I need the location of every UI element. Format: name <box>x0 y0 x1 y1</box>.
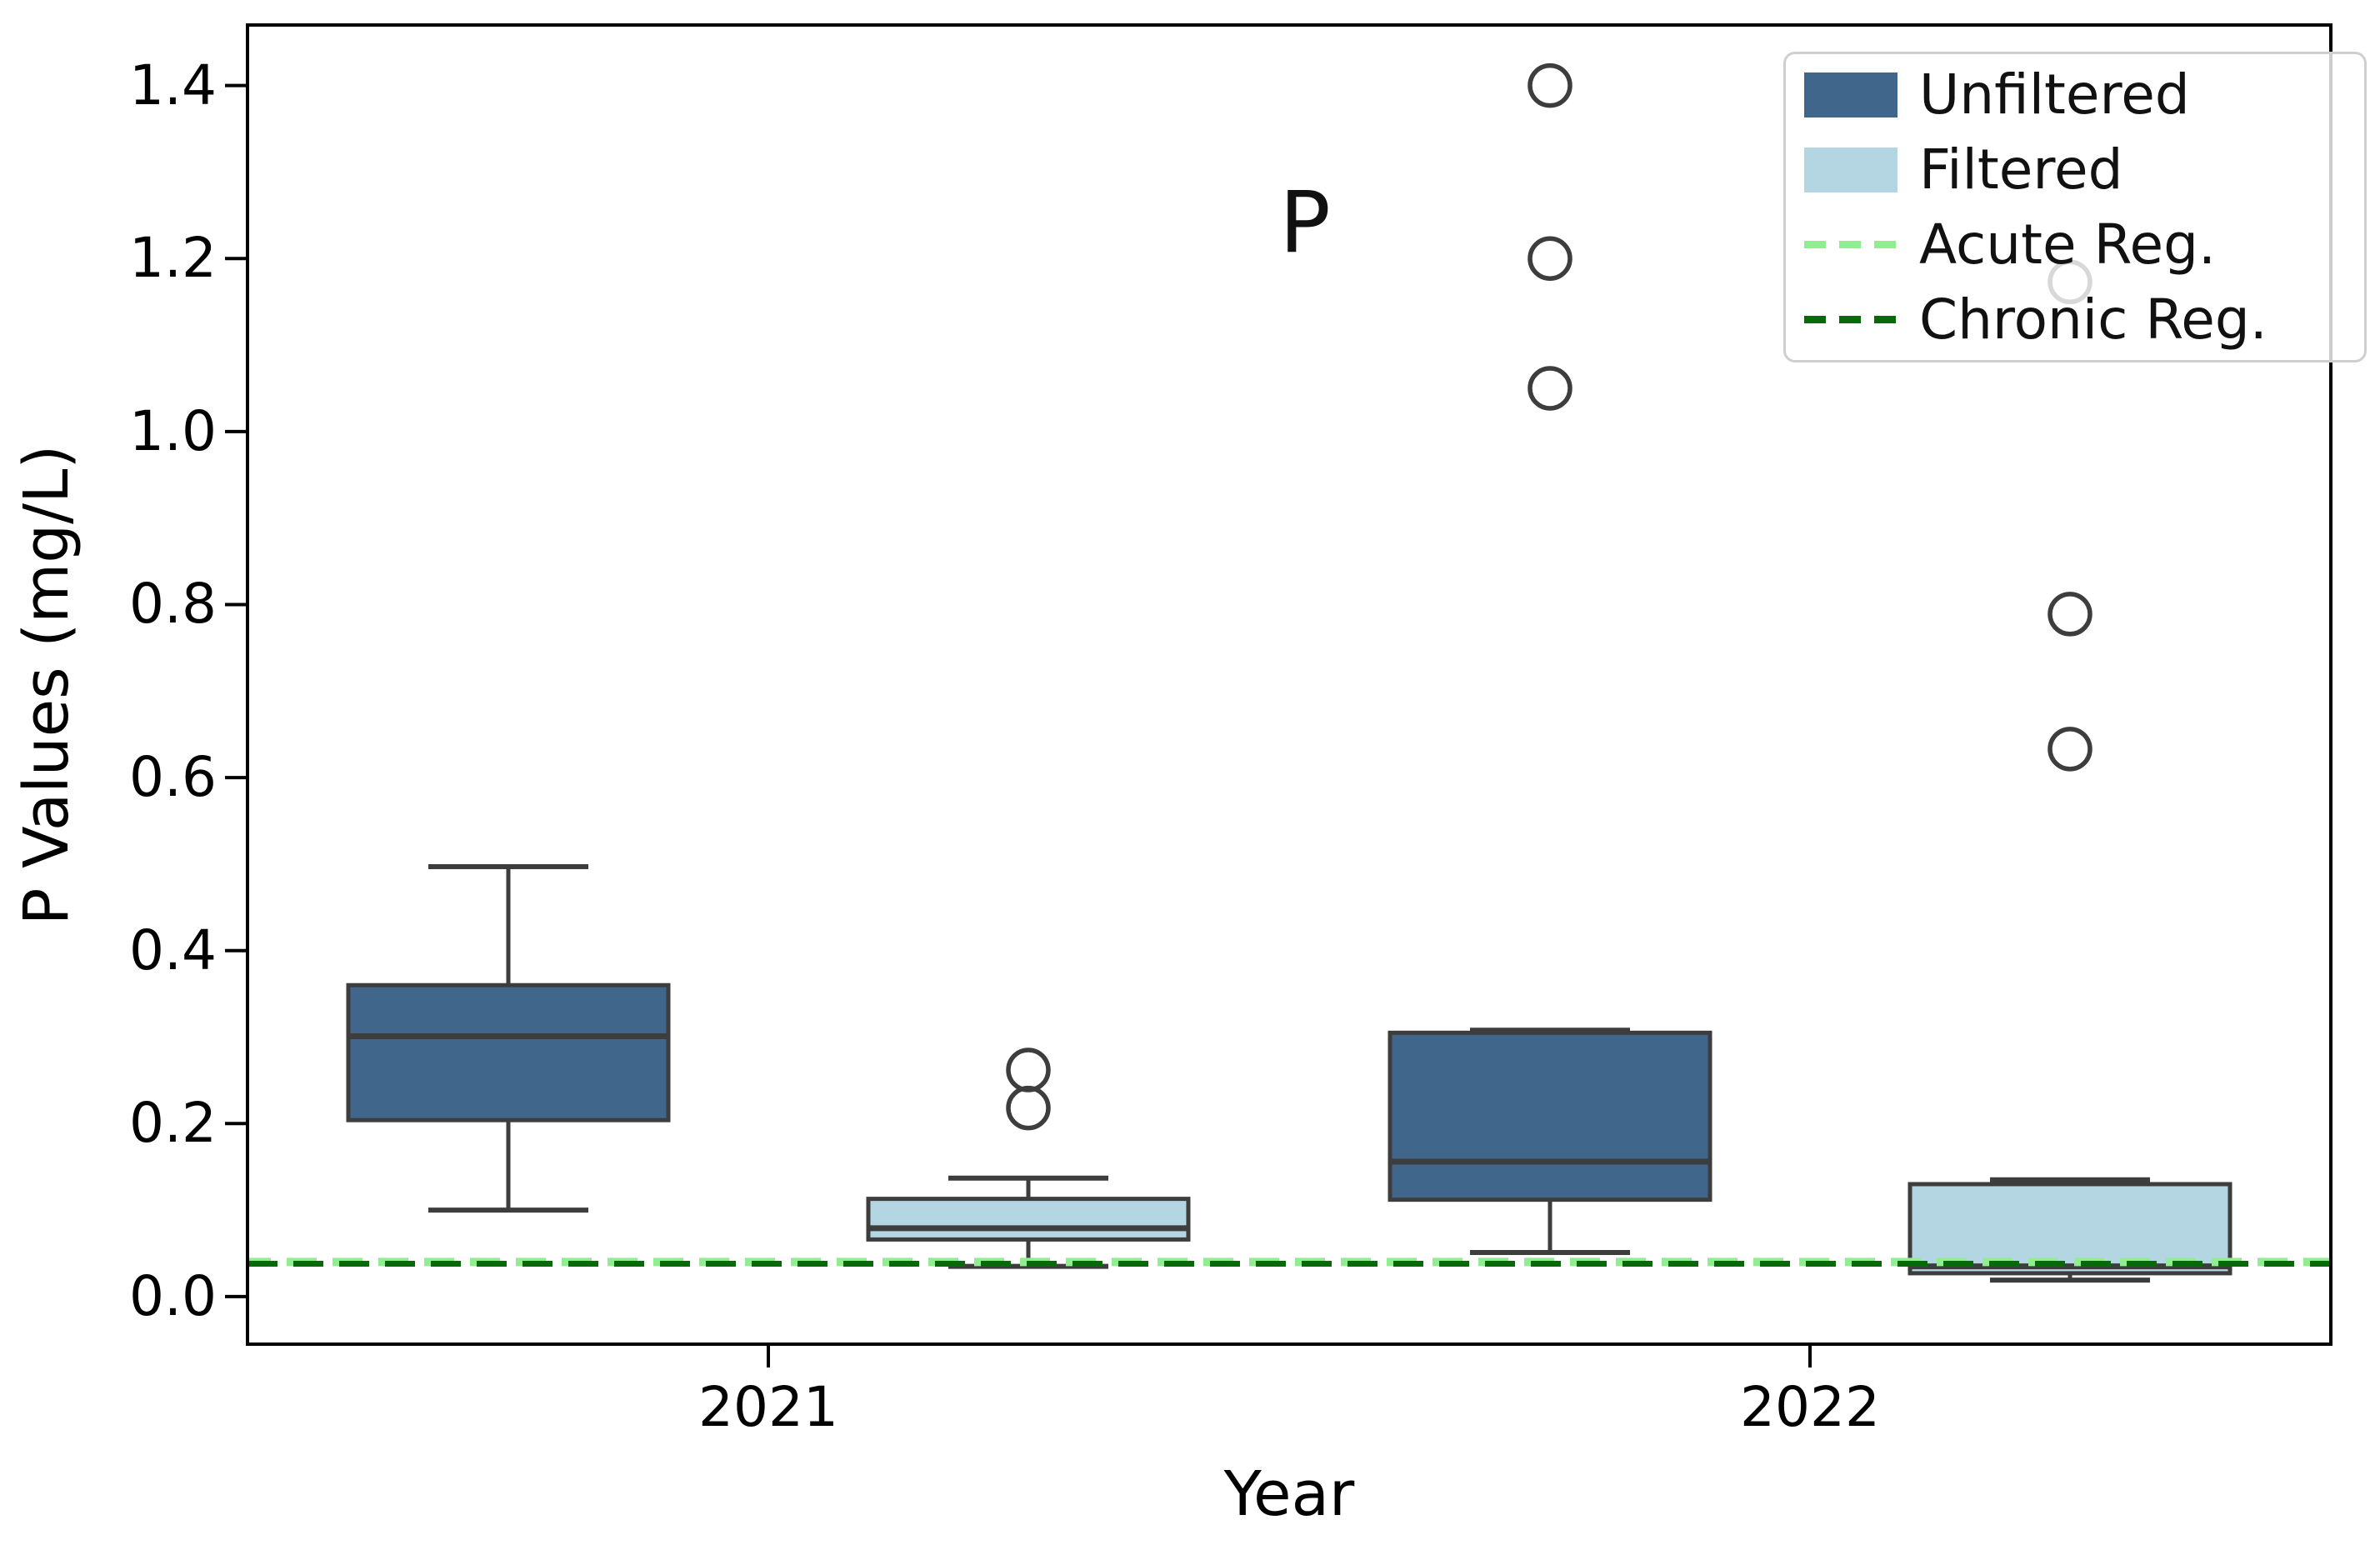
filtered-swatch-icon <box>1804 147 1898 192</box>
outlier-unfiltered-2022 <box>1528 62 1572 108</box>
unfiltered-swatch-icon <box>1804 72 1898 118</box>
y-tick-label: 1.2 <box>129 226 217 291</box>
y-tick-label: 0.0 <box>129 1263 217 1328</box>
plot-frame <box>246 23 2332 1346</box>
y-tick-label: 0.8 <box>129 572 217 637</box>
outlier-unfiltered-2022 <box>1528 366 1572 411</box>
y-tick-label: 1.0 <box>129 398 217 463</box>
chronic-dash-icon <box>1804 315 1898 323</box>
legend: Unfiltered Filtered Acute Reg. Chronic R… <box>1783 52 2367 362</box>
legend-label-acute-reg: Acute Reg. <box>1919 212 2216 277</box>
x-tick-label-2021: 2021 <box>698 1375 838 1439</box>
y-tick-label: 0.2 <box>129 1091 217 1156</box>
legend-item-acute-reg: Acute Reg. <box>1804 208 2364 282</box>
y-axis-label: P Values (mg/L) <box>11 444 82 926</box>
legend-item-chronic-reg: Chronic Reg. <box>1804 282 2364 357</box>
outlier-filtered-2021 <box>1006 1048 1051 1092</box>
legend-label-filtered: Filtered <box>1919 138 2123 202</box>
legend-item-unfiltered: Unfiltered <box>1804 58 2364 132</box>
box-unfiltered-2022 <box>1388 1030 1712 1202</box>
y-tick-label: 1.4 <box>129 52 217 118</box>
legend-item-filtered: Filtered <box>1804 132 2364 208</box>
acute-dash-icon <box>1804 240 1898 248</box>
x-axis-label: Year <box>1223 1458 1355 1530</box>
outlier-filtered-2021 <box>1006 1085 1051 1131</box>
legend-label-unfiltered: Unfiltered <box>1919 62 2190 128</box>
annotation-p: P <box>1279 173 1331 273</box>
y-tick-label: 0.4 <box>129 918 217 982</box>
legend-label-chronic-reg: Chronic Reg. <box>1919 287 2268 352</box>
outlier-filtered-2022 <box>2048 727 2092 772</box>
box-filtered-2021 <box>866 1197 1191 1242</box>
box-unfiltered-2021 <box>346 982 671 1122</box>
x-tick-label-2022: 2022 <box>1740 1375 1880 1439</box>
outlier-filtered-2022 <box>2048 592 2092 637</box>
y-tick-label: 0.6 <box>129 745 217 810</box>
outlier-unfiltered-2022 <box>1528 236 1572 282</box>
